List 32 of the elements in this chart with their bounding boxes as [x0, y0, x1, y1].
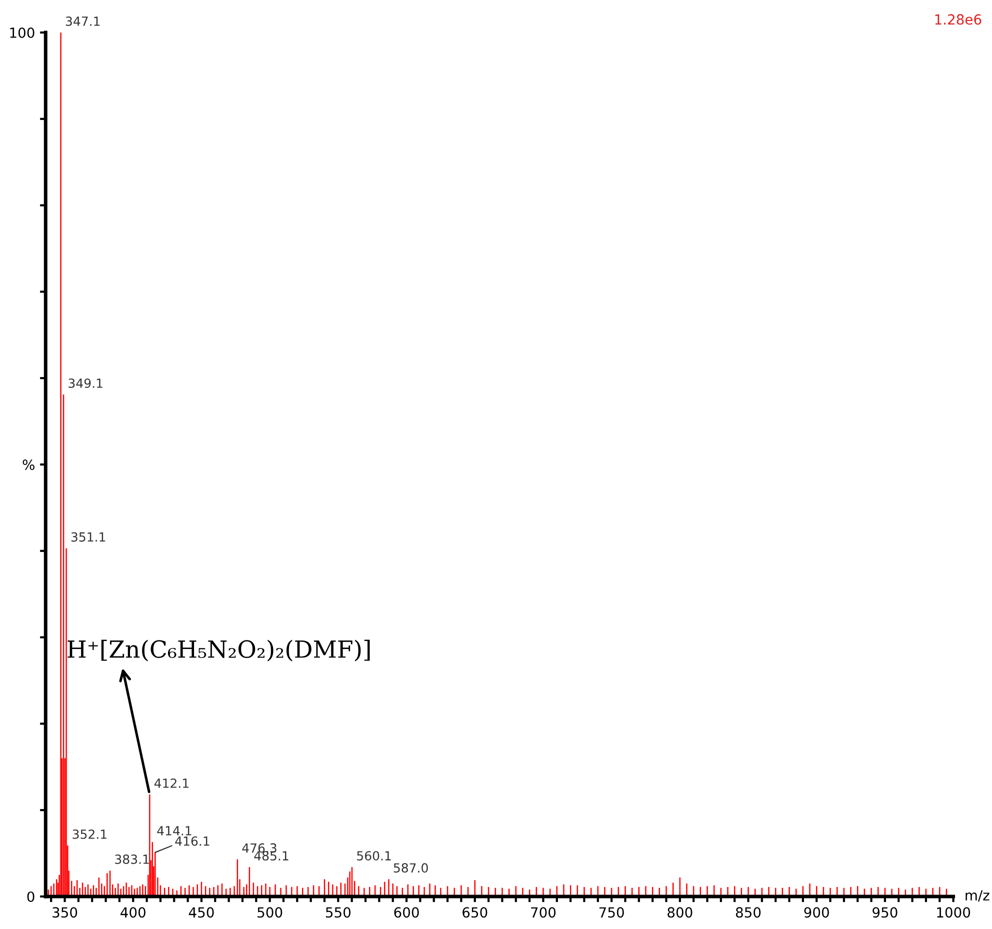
x-tick-label: 750 — [599, 907, 624, 918]
annotation: 347.1 — [66, 16, 100, 26]
x-tick-label: 400 — [120, 907, 146, 918]
y-tick-label: 100 — [10, 27, 34, 38]
x-tick-label: 650 — [462, 907, 488, 918]
annotation: 412.1 — [154, 778, 188, 788]
x-tick-label: 500 — [258, 907, 282, 918]
x-tick-label: 600 — [394, 907, 419, 918]
x-tick-label: 1000 — [937, 907, 970, 918]
x-tick-label: 550 — [326, 907, 350, 918]
x-tick-label: 350 — [52, 907, 78, 918]
annotation: 414.1 — [157, 826, 192, 836]
annotation: 351.1 — [71, 532, 106, 542]
annotation: 352.1 — [72, 829, 106, 839]
y-tick-label: % — [22, 459, 34, 470]
annotation: 416.1 — [175, 836, 210, 846]
x-axis-title: m/z — [966, 890, 990, 902]
y-tick-label: 0 — [27, 891, 34, 902]
annotation: 383.1 — [115, 854, 149, 864]
x-tick-label: 950 — [872, 907, 898, 918]
annotation: 349.1 — [68, 378, 102, 388]
text: 1.28e6 — [935, 14, 982, 25]
annotation: 476.3 — [242, 843, 276, 853]
annotation: 587.0 — [394, 863, 428, 873]
annotation: H⁺[Zn(C₆H₅N₂O₂)₂(DMF)] — [68, 640, 370, 662]
annotation: 485.1 — [254, 851, 288, 861]
x-tick-label: 850 — [736, 907, 761, 918]
x-tick-label: 800 — [668, 907, 692, 918]
annotation: 560.1 — [357, 851, 391, 861]
x-tick-label: 700 — [531, 907, 556, 918]
x-tick-label: 900 — [804, 907, 829, 918]
x-tick-label: 450 — [188, 907, 214, 918]
